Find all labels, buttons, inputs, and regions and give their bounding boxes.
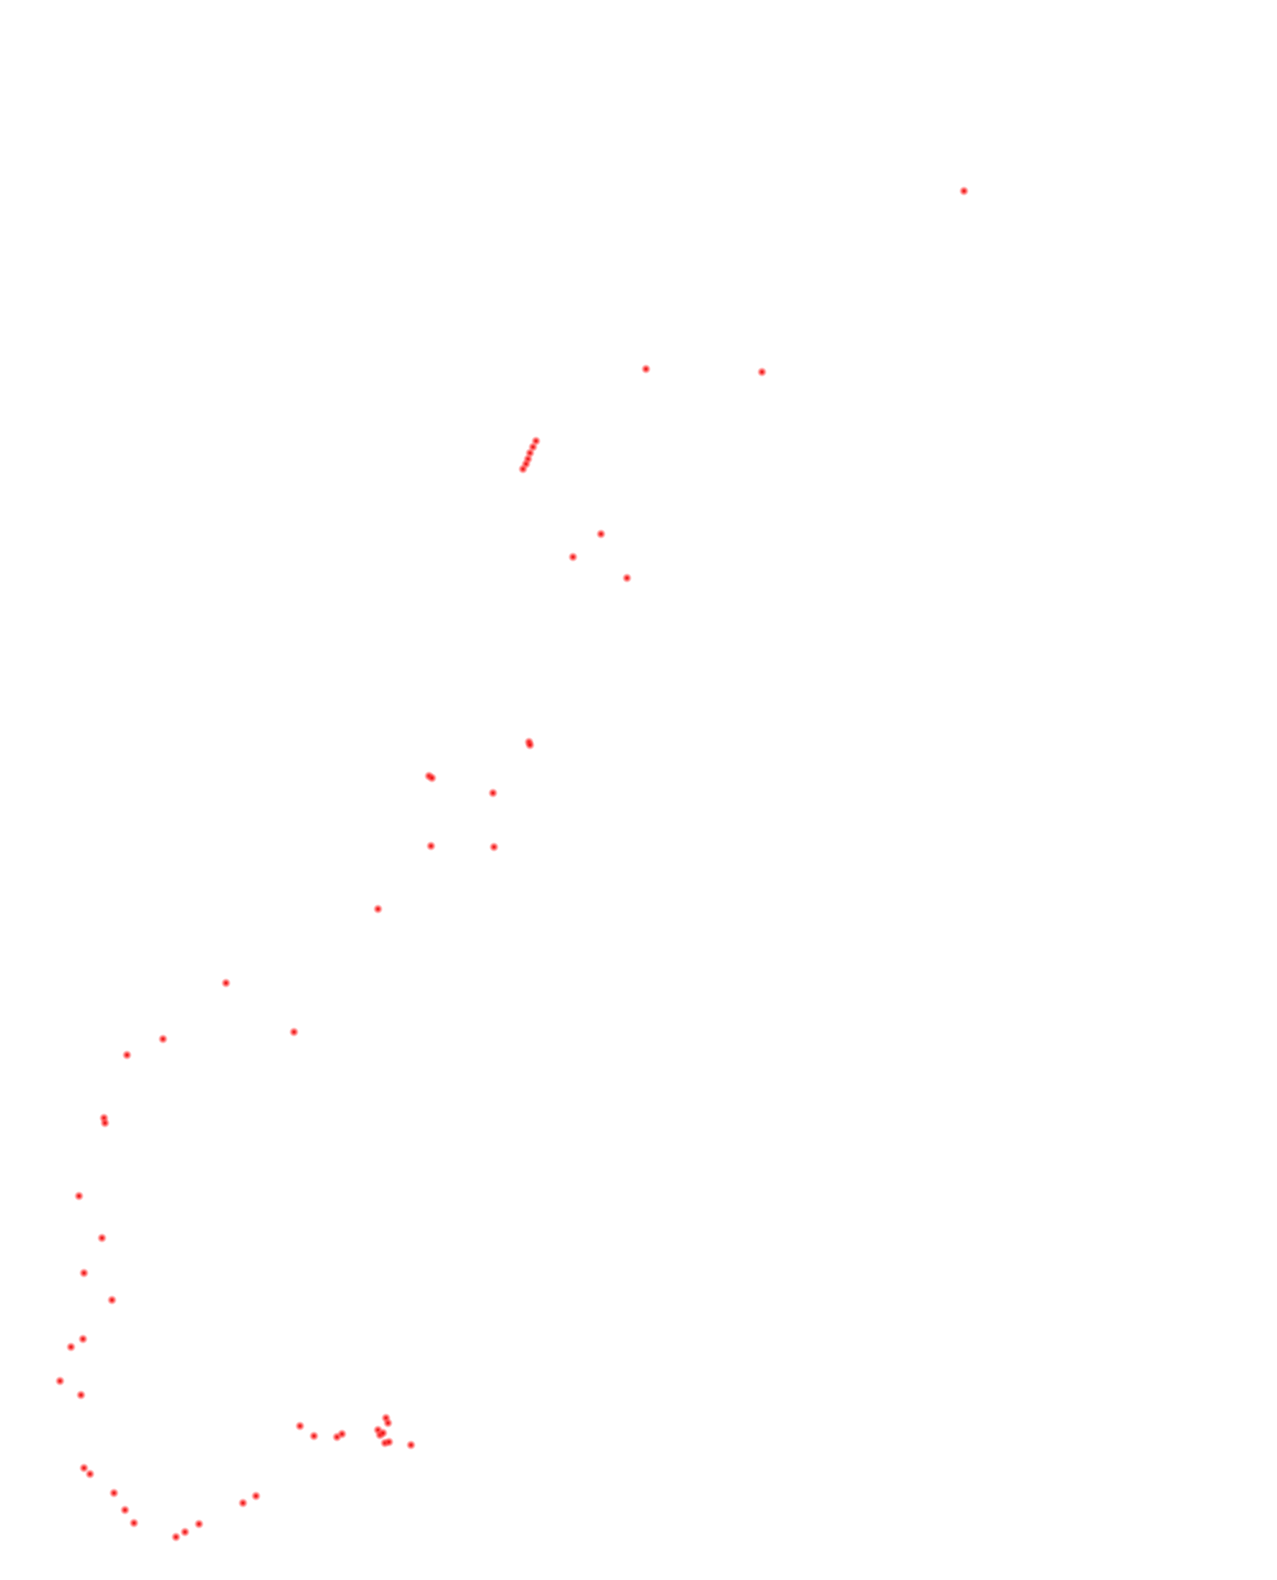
dot	[85, 1469, 95, 1479]
dot	[97, 1233, 107, 1243]
dot	[171, 1532, 181, 1542]
dot	[55, 1376, 65, 1386]
dot	[384, 1437, 394, 1447]
dot	[337, 1429, 347, 1439]
dot	[757, 367, 767, 377]
dot	[66, 1342, 76, 1352]
dot	[194, 1519, 204, 1529]
dot	[289, 1027, 299, 1037]
dot	[129, 1518, 139, 1528]
dot	[74, 1191, 84, 1201]
dot	[180, 1527, 190, 1537]
dot	[518, 464, 528, 474]
dot	[79, 1268, 89, 1278]
dot	[295, 1421, 305, 1431]
dot	[120, 1505, 130, 1515]
dot	[959, 186, 969, 196]
dot	[309, 1431, 319, 1441]
dot	[238, 1498, 248, 1508]
dot	[383, 1418, 393, 1428]
dot	[568, 552, 578, 562]
dot	[596, 529, 606, 539]
dot	[100, 1118, 110, 1128]
dot	[378, 1428, 388, 1438]
dot	[641, 364, 651, 374]
dot	[406, 1440, 416, 1450]
dot	[158, 1034, 168, 1044]
dot	[426, 841, 436, 851]
dot	[251, 1491, 261, 1501]
dot	[107, 1295, 117, 1305]
dot	[109, 1488, 119, 1498]
dot	[221, 978, 231, 988]
dot	[489, 842, 499, 852]
dot	[122, 1050, 132, 1060]
dot	[525, 740, 535, 750]
dot	[78, 1334, 88, 1344]
dot	[76, 1390, 86, 1400]
dot	[488, 788, 498, 798]
dot	[622, 573, 632, 583]
dot	[427, 773, 437, 783]
dot	[373, 904, 383, 914]
